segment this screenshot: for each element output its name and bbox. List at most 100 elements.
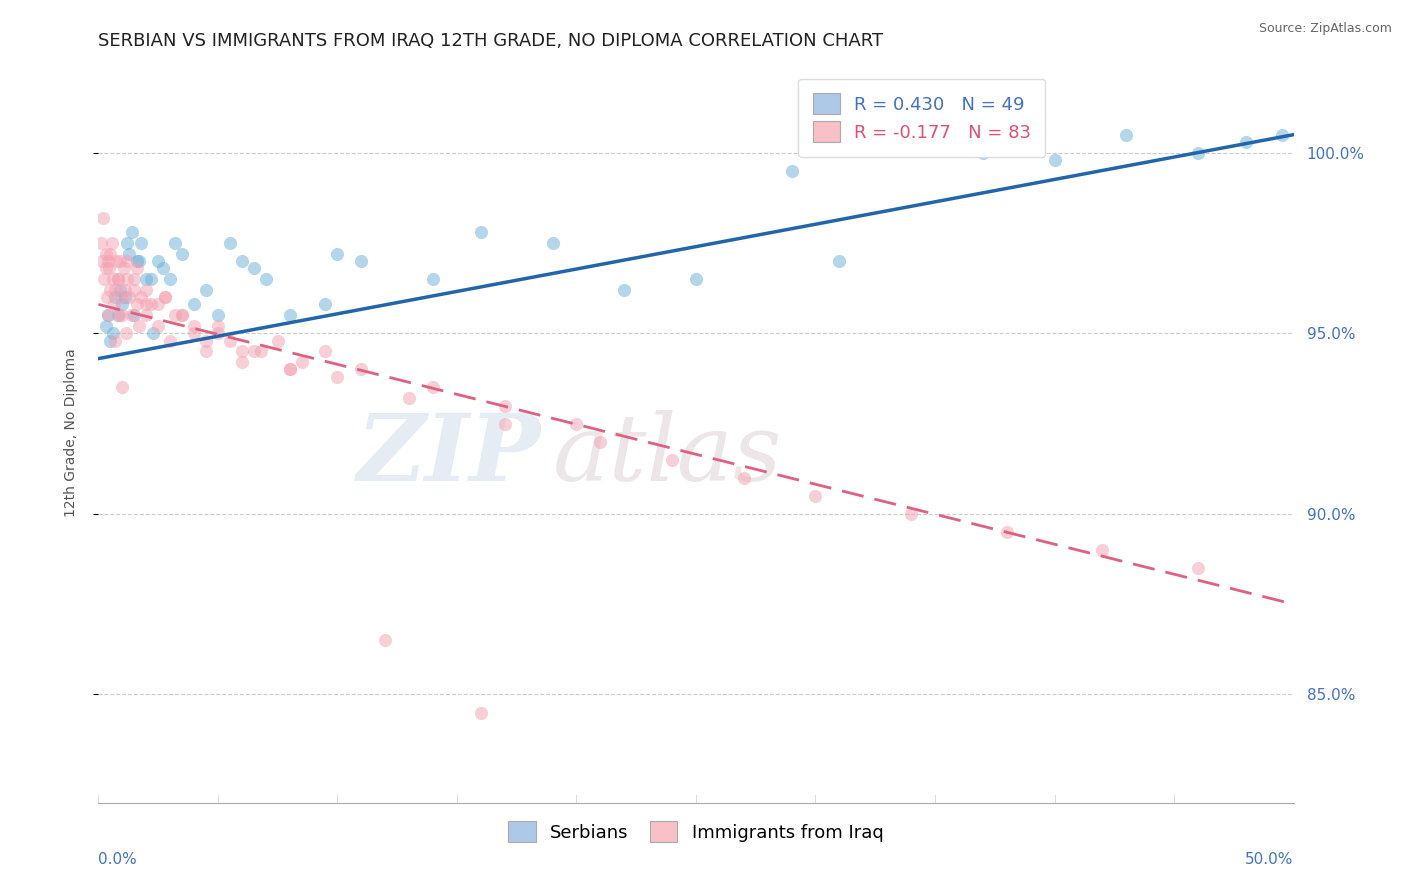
Point (148, 254, 170, 268)
Point (1043, 153, 1066, 167)
Point (183, 326, 205, 341)
Point (685, 272, 707, 286)
Legend: Serbians, Immigrants from Iraq: Serbians, Immigrants from Iraq (502, 814, 890, 849)
Y-axis label: 12th Grade, No Diploma: 12th Grade, No Diploma (63, 348, 77, 517)
Point (470, 225, 492, 239)
Point (107, 308, 129, 322)
Point (219, 235, 242, 250)
Point (195, 283, 218, 297)
Text: Source: ZipAtlas.com: Source: ZipAtlas.com (1258, 22, 1392, 36)
Point (470, 706, 492, 720)
Point (828, 254, 851, 268)
Point (101, 272, 124, 286)
Point (326, 369, 349, 384)
Point (159, 272, 181, 286)
Point (121, 308, 143, 322)
Point (115, 326, 138, 341)
Point (494, 399, 516, 413)
Point (152, 261, 174, 276)
Point (97, 308, 120, 322)
Point (125, 254, 148, 268)
Point (589, 434, 612, 449)
Point (98, 261, 121, 276)
Point (195, 344, 218, 359)
Point (243, 261, 266, 276)
Point (108, 283, 131, 297)
Point (115, 254, 138, 268)
Point (98, 247, 122, 261)
Point (195, 334, 218, 348)
Text: 50.0%: 50.0% (1246, 852, 1294, 867)
Point (900, 507, 922, 521)
Point (90, 235, 112, 250)
Point (900, 138, 922, 153)
Point (139, 297, 162, 311)
Point (267, 334, 290, 348)
Point (398, 392, 420, 406)
Text: 0.0%: 0.0% (98, 852, 138, 867)
Text: atlas: atlas (553, 409, 782, 500)
Point (97, 254, 120, 268)
Point (100, 235, 122, 250)
Point (172, 247, 194, 261)
Point (1271, 128, 1294, 142)
Point (1115, 128, 1137, 142)
Point (565, 417, 588, 431)
Point (278, 308, 301, 322)
Point (163, 235, 186, 250)
Point (91, 254, 114, 268)
Point (105, 254, 128, 268)
Point (231, 254, 253, 268)
Point (128, 319, 150, 334)
Point (135, 297, 157, 311)
Point (110, 290, 132, 304)
Point (135, 272, 157, 286)
Point (207, 326, 229, 341)
Point (131, 235, 153, 250)
Point (114, 283, 136, 297)
Point (972, 145, 994, 160)
Point (254, 272, 277, 286)
Point (115, 272, 138, 286)
Point (107, 272, 129, 286)
Point (108, 254, 131, 268)
Point (96, 290, 118, 304)
Point (148, 297, 170, 311)
Point (804, 489, 827, 503)
Point (661, 452, 683, 467)
Point (148, 319, 170, 334)
Point (155, 290, 177, 304)
Point (231, 344, 253, 359)
Point (291, 355, 314, 369)
Point (422, 380, 444, 394)
Point (111, 297, 134, 311)
Point (107, 272, 129, 286)
Point (1091, 543, 1114, 558)
Point (101, 326, 124, 341)
Point (135, 308, 157, 322)
Point (111, 380, 134, 394)
Point (94, 261, 117, 276)
Point (125, 261, 148, 276)
Point (207, 319, 229, 334)
Point (142, 326, 165, 341)
Point (1187, 145, 1209, 160)
Point (315, 344, 337, 359)
Point (183, 319, 205, 334)
Point (111, 308, 134, 322)
Point (315, 297, 337, 311)
Point (104, 290, 127, 304)
Point (326, 247, 349, 261)
Point (219, 334, 242, 348)
Point (124, 283, 146, 297)
Point (613, 283, 636, 297)
Point (350, 362, 373, 376)
Point (91, 211, 114, 225)
Point (125, 297, 148, 311)
Point (1187, 561, 1209, 575)
Text: ZIP: ZIP (356, 409, 541, 500)
Point (780, 163, 803, 178)
Point (93, 272, 115, 286)
Point (172, 308, 194, 322)
Point (121, 225, 143, 239)
